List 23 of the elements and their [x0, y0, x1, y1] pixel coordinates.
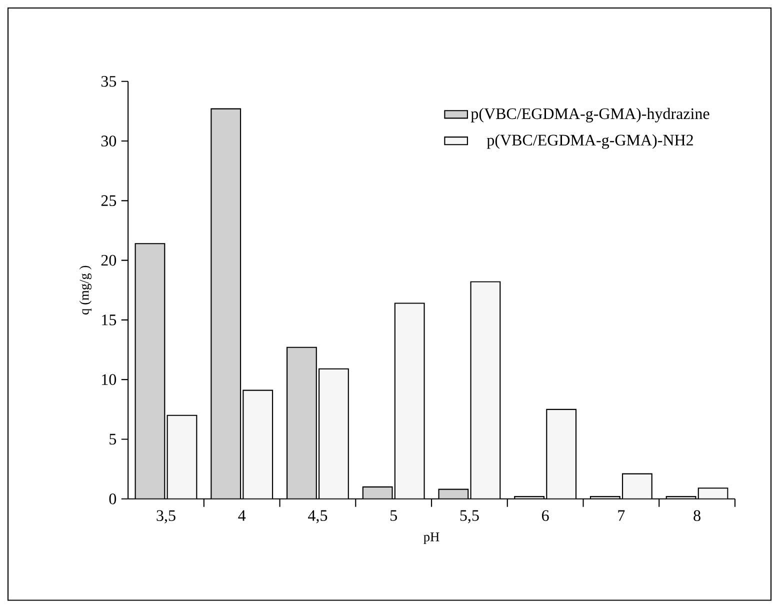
y-tick-label: 0 [109, 493, 116, 504]
y-tick-label: 5 [110, 434, 116, 444]
legend-label: p(VBC/EGDMA-g-GMA)-NH2 [486, 134, 693, 149]
y-tick-label: 25 [101, 195, 116, 206]
x-tick-label: 5,5 [460, 510, 479, 524]
x-axis-title: pH [424, 532, 440, 544]
bar [211, 108, 241, 499]
x-tick-label: 5 [390, 510, 397, 521]
x-tick-label: 7 [618, 510, 625, 521]
bar [287, 347, 316, 499]
x-tick-label: 8 [694, 510, 700, 521]
y-tick-label: 20 [101, 254, 116, 266]
x-tick-label: 4,5 [308, 510, 328, 524]
y-tick-label: 35 [101, 76, 116, 87]
y-axis-title: q (mg/g ) [79, 266, 92, 314]
y-tick-label: 10 [102, 374, 116, 385]
x-tick-label: 4 [238, 510, 246, 521]
x-tick-label: 3,5 [156, 510, 176, 524]
x-tick-label: 6 [542, 510, 549, 521]
bar [135, 243, 165, 499]
legend-label: p(VBC/EGDMA-g-GMA)-hydrazine [470, 108, 710, 122]
y-tick-label: 30 [101, 135, 116, 146]
y-tick-label: 15 [102, 314, 116, 326]
